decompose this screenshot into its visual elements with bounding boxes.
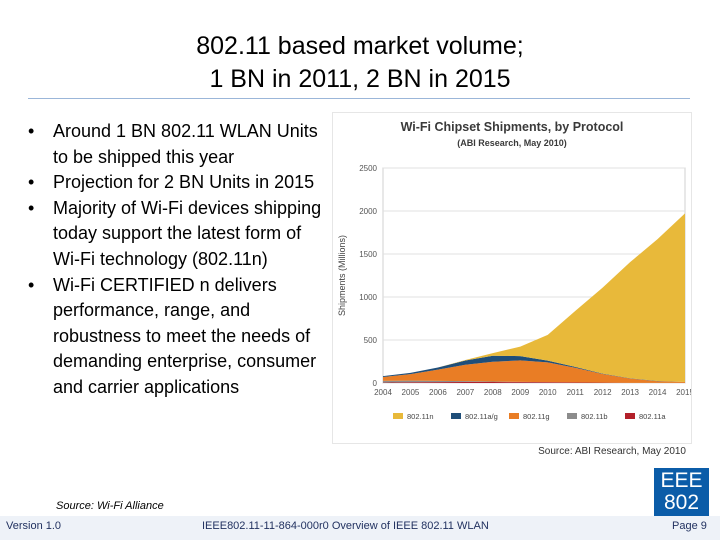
footer-bar [0,516,720,540]
x-tick-label: 2008 [484,388,502,397]
y-tick-label: 1000 [359,293,377,302]
x-tick-label: 2010 [539,388,557,397]
x-tick-label: 2011 [567,388,585,397]
area-802-11a-g [383,355,685,383]
footer-page-number: Page 9 [672,520,707,532]
x-tick-label: 2006 [429,388,447,397]
legend-label: 802.11b [581,412,608,421]
bullet-item: Projection for 2 BN Units in 2015 [28,170,328,196]
chart-panel: Wi-Fi Chipset Shipments, by Protocol (AB… [332,112,694,444]
x-tick-label: 2014 [649,388,667,397]
title-divider [28,98,690,99]
chart-subtitle: (ABI Research, May 2010) [457,138,567,148]
legend-label: 802.11a [639,412,666,421]
chart-ticks: 0 500 1000 1500 2000 2500 2004 2005 2006 2007 2008… [359,164,694,397]
slide-title: 802.11 based market volume; 1 BN in 2011… [0,30,720,96]
chart-title: Wi-Fi Chipset Shipments, by Protocol [401,120,624,134]
y-tick-label: 0 [373,379,378,388]
y-tick-label: 2500 [359,164,377,173]
chart-areas [383,213,685,383]
logo-line-2: 802 [663,491,700,514]
x-tick-label: 2012 [594,388,612,397]
area-802-11g [383,360,685,383]
bullet-item: Wi-Fi CERTIFIED n delivers performance, … [28,273,328,401]
area-802-11b [383,380,685,383]
footer-document-id: IEEE802.11-11-864-000r0 Overview of IEEE… [202,520,489,532]
legend-swatch [393,413,403,419]
y-tick-label: 500 [364,336,378,345]
legend-label: 802.11n [407,412,434,421]
shipments-chart: Wi-Fi Chipset Shipments, by Protocol (AB… [337,120,694,421]
y-tick-label: 1500 [359,250,377,259]
x-tick-label: 2007 [456,388,474,397]
area-802-11n [383,213,685,382]
legend-swatch [567,413,577,419]
bullet-item: Majority of Wi-Fi devices shipping today… [28,196,328,273]
footer-version: Version 1.0 [6,520,62,532]
legend-swatch [451,413,461,419]
bullet-item: Around 1 BN 802.11 WLAN Units to be ship… [28,119,328,170]
x-tick-label: 2004 [374,388,392,397]
chart-y-axis-label: Shipments (Millions) [337,235,347,316]
y-tick-label: 2000 [359,207,377,216]
logo-line-1: EEE [660,469,703,492]
title-line-1: 802.11 based market volume; [196,32,524,60]
area-802-11a [383,381,685,383]
legend-label: 802.11g [523,412,550,421]
source-wifi-alliance: Source: Wi-Fi Alliance [56,500,164,512]
x-tick-label: 2005 [402,388,420,397]
title-line-2: 1 BN in 2011, 2 BN in 2015 [209,65,511,93]
ieee-802-logo: EEE 802 [654,468,709,516]
legend-label: 802.11a/g [465,412,498,421]
x-tick-label: 2015 [676,388,691,397]
x-tick-label: 2009 [511,388,529,397]
x-tick-label: 2013 [621,388,639,397]
legend-swatch [625,413,635,419]
source-abi-research: Source: ABI Research, May 2010 [538,446,686,457]
bullet-list: Around 1 BN 802.11 WLAN Units to be ship… [28,119,328,401]
chart-legend: 802.11n 802.11a/g 802.11g 802.11b 802.11a [393,412,666,421]
legend-swatch [509,413,519,419]
